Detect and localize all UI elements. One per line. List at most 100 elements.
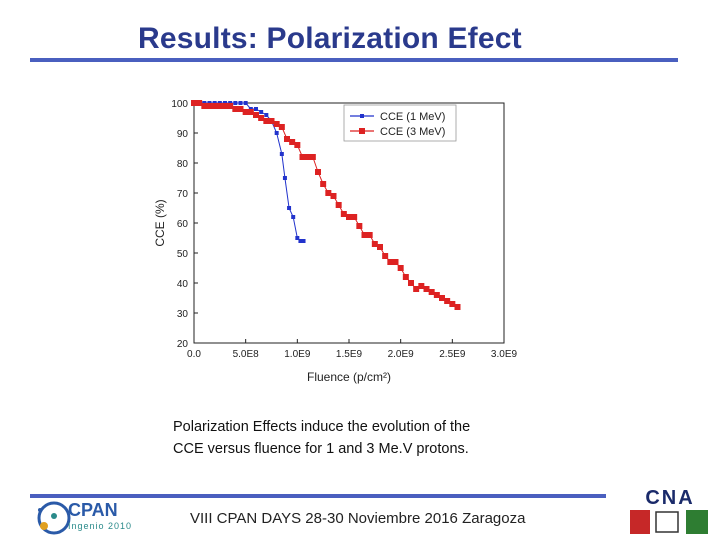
data-point-2 [309, 154, 316, 160]
data-point-2 [377, 244, 383, 250]
data-point-2 [351, 214, 358, 220]
data-point-2 [315, 169, 321, 175]
data-point-2 [253, 112, 259, 118]
data-point-2 [371, 241, 378, 247]
data-point-2 [366, 232, 373, 238]
data-point-1 [301, 239, 306, 243]
data-point-2 [444, 298, 451, 304]
legend-marker-2 [359, 128, 365, 134]
data-point-2 [439, 295, 445, 301]
data-point-1 [259, 110, 264, 114]
data-point-2 [196, 100, 203, 106]
legend-label-1: CCE (1 MeV) [380, 111, 445, 123]
x-tick-label: 0.0 [187, 349, 201, 360]
y-tick-label: 90 [177, 129, 189, 140]
data-point-2 [418, 283, 425, 289]
cpan-logo-icon [37, 501, 71, 535]
data-point-1 [254, 107, 258, 111]
data-point-2 [284, 136, 290, 142]
data-point-2 [387, 259, 394, 265]
data-point-2 [247, 109, 254, 115]
y-tick-label: 30 [177, 309, 189, 320]
data-point-2 [227, 103, 234, 109]
data-point-1 [233, 101, 238, 105]
data-point-2 [273, 121, 280, 127]
data-point-1 [282, 176, 287, 180]
legend-label-2: CCE (3 MeV) [380, 126, 445, 138]
caption-line-2: CCE versus fluence for 1 and 3 Me.V prot… [173, 441, 469, 457]
cpan-logo-name: CPAN [68, 500, 118, 520]
data-point-2 [392, 259, 399, 265]
data-point-1 [287, 206, 292, 210]
data-point-2 [201, 103, 208, 109]
data-point-2 [397, 265, 404, 271]
data-point-2 [320, 181, 327, 187]
data-point-2 [289, 139, 296, 145]
legend-marker-1 [360, 114, 364, 118]
y-tick-label: 50 [177, 249, 189, 260]
data-point-2 [211, 103, 218, 109]
data-point-2 [402, 274, 409, 280]
data-point-2 [237, 106, 244, 112]
data-point-2 [242, 109, 249, 115]
data-point-1 [264, 113, 269, 117]
data-point-1 [274, 131, 279, 135]
data-point-2 [216, 103, 223, 109]
x-tick-label: 2.0E9 [388, 349, 415, 360]
footer-event-text: VIII CPAN DAYS 28-30 Noviembre 2016 Zara… [190, 510, 526, 527]
x-axis-label: Fluence (p/cm²) [307, 370, 391, 384]
data-point-1 [291, 215, 296, 219]
y-tick-label: 60 [177, 219, 189, 230]
slide-title: Results: Polarization Efect [138, 22, 522, 55]
x-tick-label: 3.0E9 [491, 349, 518, 360]
data-point-2 [423, 286, 430, 292]
data-point-2 [346, 214, 352, 220]
data-point-2 [413, 286, 420, 292]
x-tick-label: 1.5E9 [336, 349, 363, 360]
data-point-2 [356, 223, 363, 229]
data-point-2 [258, 115, 265, 121]
data-point-2 [304, 154, 311, 160]
data-point-2 [335, 202, 342, 208]
caption-line-1: Polarization Effects induce the evolutio… [173, 419, 471, 435]
data-point-2 [232, 106, 239, 112]
data-point-1 [238, 101, 243, 105]
figure-caption: Polarization Effects induce the evolutio… [173, 416, 593, 460]
data-point-2 [294, 142, 301, 148]
title-divider [30, 58, 678, 62]
y-tick-label: 70 [177, 189, 189, 200]
data-point-2 [268, 118, 275, 124]
series-line-1 [194, 102, 304, 242]
data-point-2 [330, 193, 337, 199]
cce-fluence-chart: 20 30 40 50 60 70 80 90 100 0.0 5.0E8 1.0E9 1.5E9 2.0… [153, 99, 518, 384]
x-tick-label: 1.0E9 [284, 349, 311, 360]
data-point-2 [191, 100, 197, 106]
cpan-logo-subtitle: Ingenio 2010 [68, 521, 133, 531]
y-tick-label: 40 [177, 279, 189, 290]
data-point-2 [206, 103, 213, 109]
data-point-2 [361, 232, 368, 238]
y-tick-label: 100 [171, 99, 188, 110]
data-point-2 [428, 289, 435, 295]
svg-text:CNA: CNA [645, 487, 694, 509]
y-axis-label: CCE (%) [153, 199, 167, 246]
data-point-1 [243, 101, 248, 105]
data-point-2 [408, 280, 414, 286]
data-point-2 [449, 301, 456, 307]
data-point-2 [340, 211, 347, 217]
data-point-2 [299, 154, 306, 160]
data-point-2 [222, 103, 228, 109]
footer-divider [30, 494, 606, 498]
legend-box [343, 104, 457, 142]
y-tick-label: 80 [177, 159, 189, 170]
data-point-2 [278, 124, 285, 130]
cna-logo-icon: CNA [630, 487, 708, 534]
data-point-1 [298, 239, 303, 243]
x-tick-label: 5.0E8 [233, 349, 260, 360]
data-point-1 [279, 152, 284, 156]
data-point-2 [433, 292, 440, 298]
x-tick-label: 2.5E9 [439, 349, 466, 360]
data-point-2 [382, 253, 389, 259]
data-point-1 [295, 236, 300, 240]
data-point-2 [325, 190, 332, 196]
